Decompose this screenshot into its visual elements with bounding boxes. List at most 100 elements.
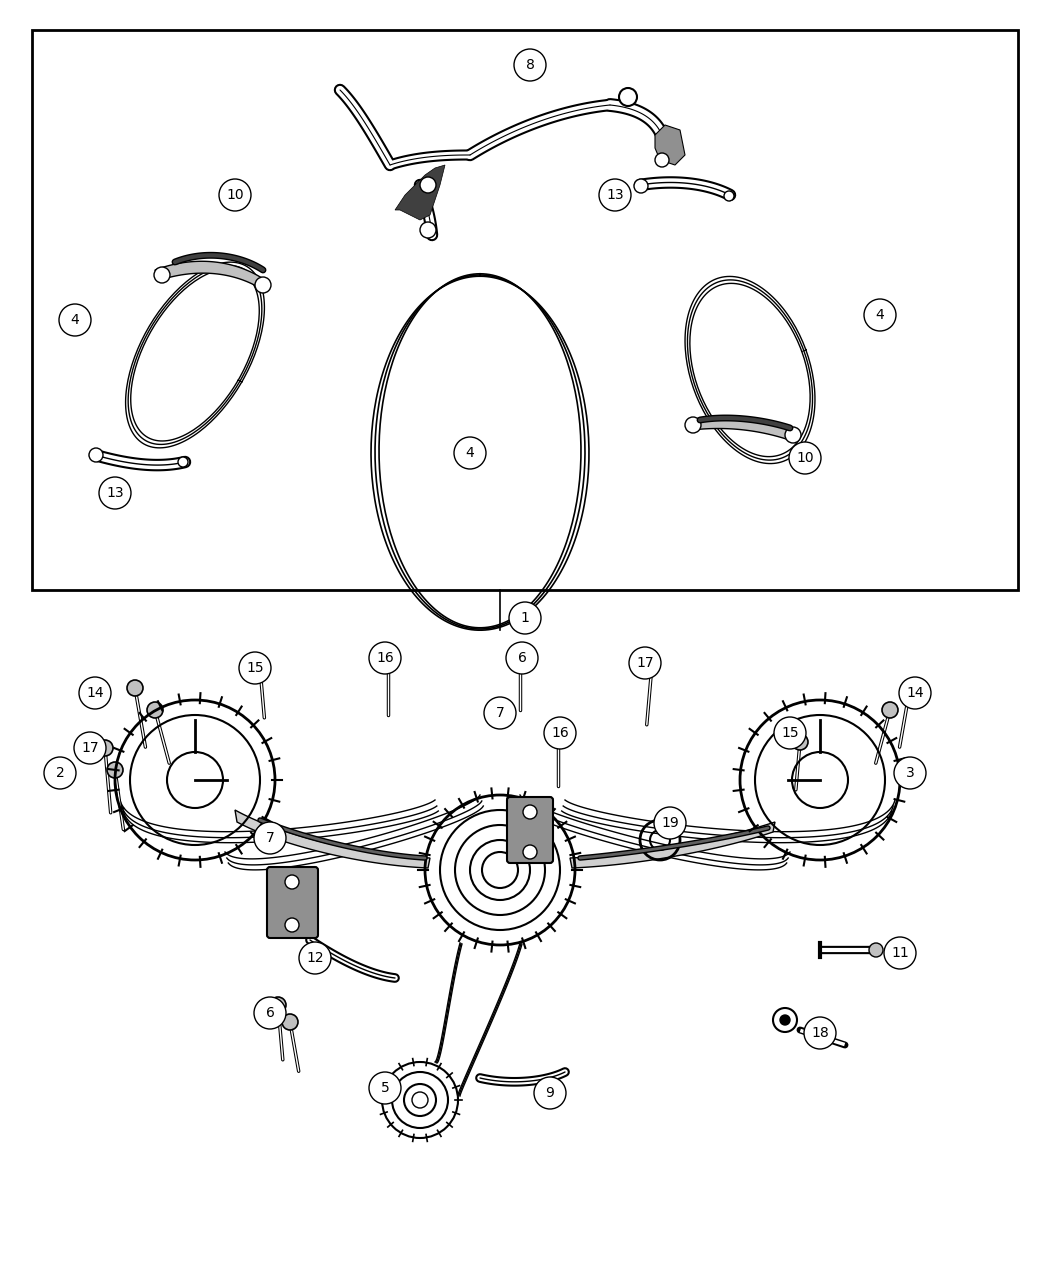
Circle shape xyxy=(655,153,669,167)
Circle shape xyxy=(685,417,701,434)
Circle shape xyxy=(380,652,396,668)
Circle shape xyxy=(869,944,883,958)
Text: 2: 2 xyxy=(56,766,64,780)
Text: 14: 14 xyxy=(906,686,924,700)
Circle shape xyxy=(107,762,123,778)
Text: 16: 16 xyxy=(376,652,394,666)
Text: 1: 1 xyxy=(521,611,529,625)
Text: 11: 11 xyxy=(891,946,909,960)
Circle shape xyxy=(255,277,271,293)
Polygon shape xyxy=(155,261,265,289)
Circle shape xyxy=(514,48,546,82)
FancyBboxPatch shape xyxy=(507,797,553,863)
Text: 13: 13 xyxy=(106,486,124,500)
Circle shape xyxy=(534,1077,566,1109)
Text: 15: 15 xyxy=(246,660,264,674)
Text: 10: 10 xyxy=(796,451,814,465)
Circle shape xyxy=(369,643,401,674)
Circle shape xyxy=(127,680,143,696)
Circle shape xyxy=(254,822,286,854)
Circle shape xyxy=(634,179,648,193)
Circle shape xyxy=(792,734,809,750)
Circle shape xyxy=(894,757,926,789)
Polygon shape xyxy=(395,164,445,221)
Circle shape xyxy=(44,757,76,789)
Circle shape xyxy=(724,191,734,201)
Circle shape xyxy=(97,740,113,756)
Circle shape xyxy=(270,997,286,1014)
Circle shape xyxy=(178,456,188,467)
Text: 5: 5 xyxy=(380,1081,390,1095)
Circle shape xyxy=(252,660,268,676)
Circle shape xyxy=(454,437,486,469)
Circle shape xyxy=(74,732,106,764)
Text: 14: 14 xyxy=(86,686,104,700)
Circle shape xyxy=(506,643,538,674)
Text: 7: 7 xyxy=(266,831,274,845)
Circle shape xyxy=(774,717,806,748)
Circle shape xyxy=(299,942,331,974)
Text: 9: 9 xyxy=(546,1086,554,1100)
Circle shape xyxy=(882,703,898,718)
Circle shape xyxy=(620,88,637,106)
Circle shape xyxy=(902,680,918,696)
Circle shape xyxy=(899,677,931,709)
Polygon shape xyxy=(235,810,430,868)
Circle shape xyxy=(420,222,436,238)
Circle shape xyxy=(509,602,541,634)
Circle shape xyxy=(99,477,131,509)
Text: 12: 12 xyxy=(307,951,323,965)
Text: 4: 4 xyxy=(876,309,884,323)
Circle shape xyxy=(285,875,299,889)
Circle shape xyxy=(154,266,170,283)
Circle shape xyxy=(654,807,686,839)
Circle shape xyxy=(644,657,660,673)
Bar xyxy=(32,31,1018,590)
Circle shape xyxy=(544,717,576,748)
Circle shape xyxy=(864,300,896,332)
Circle shape xyxy=(773,1009,797,1031)
Circle shape xyxy=(785,427,801,442)
Text: 13: 13 xyxy=(606,187,624,201)
Circle shape xyxy=(780,1015,790,1025)
Text: 8: 8 xyxy=(526,57,534,71)
Circle shape xyxy=(804,1017,836,1049)
Circle shape xyxy=(420,177,436,193)
Circle shape xyxy=(254,997,286,1029)
Text: 7: 7 xyxy=(496,706,504,720)
Circle shape xyxy=(523,845,537,859)
Circle shape xyxy=(79,677,111,709)
Text: 6: 6 xyxy=(266,1006,274,1020)
Circle shape xyxy=(512,652,528,668)
Text: 17: 17 xyxy=(81,741,99,755)
Circle shape xyxy=(282,1014,298,1030)
Circle shape xyxy=(884,937,916,969)
Polygon shape xyxy=(570,822,775,868)
Circle shape xyxy=(550,731,566,746)
Circle shape xyxy=(147,703,163,718)
Text: 10: 10 xyxy=(226,187,244,201)
Circle shape xyxy=(369,1072,401,1104)
Circle shape xyxy=(523,805,537,819)
Circle shape xyxy=(285,918,299,932)
Polygon shape xyxy=(655,125,685,164)
Circle shape xyxy=(484,697,516,729)
Text: 17: 17 xyxy=(636,657,654,669)
Text: 4: 4 xyxy=(465,446,475,460)
Text: 4: 4 xyxy=(70,312,80,326)
Text: 15: 15 xyxy=(781,725,799,739)
Text: 18: 18 xyxy=(811,1026,828,1040)
FancyBboxPatch shape xyxy=(267,867,318,938)
Text: 6: 6 xyxy=(518,652,526,666)
Text: 19: 19 xyxy=(662,816,679,830)
Text: 3: 3 xyxy=(905,766,915,780)
Circle shape xyxy=(239,652,271,683)
Circle shape xyxy=(219,179,251,210)
Circle shape xyxy=(789,442,821,474)
Circle shape xyxy=(629,646,662,680)
Polygon shape xyxy=(690,418,795,442)
Circle shape xyxy=(59,303,91,337)
Text: 16: 16 xyxy=(551,725,569,739)
Circle shape xyxy=(89,448,103,462)
Circle shape xyxy=(598,179,631,210)
